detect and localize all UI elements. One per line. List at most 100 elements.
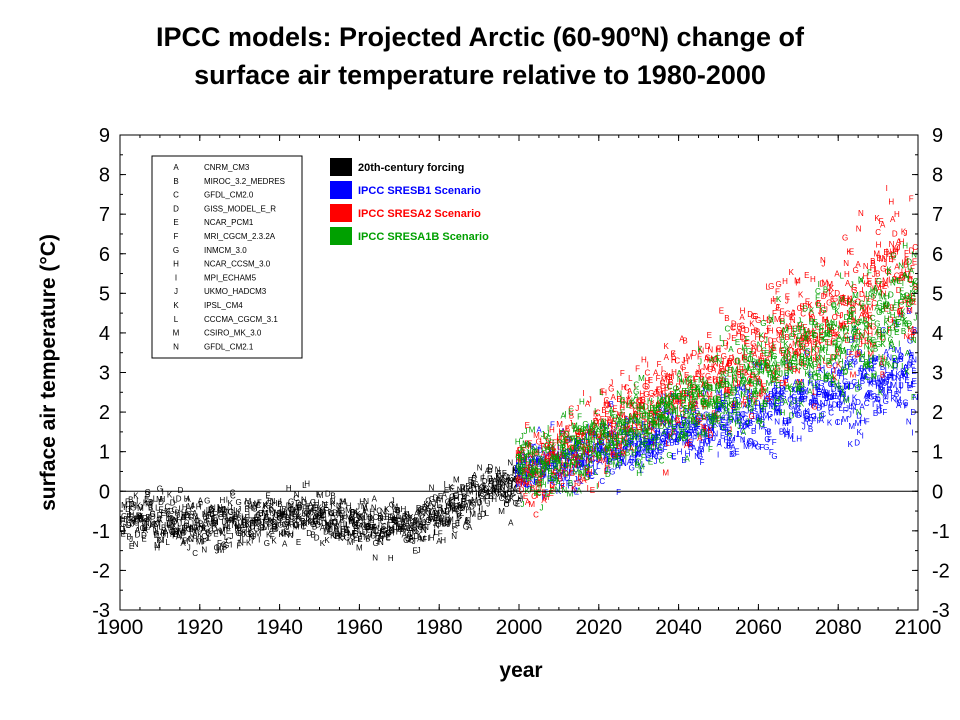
scatter-point: I [358,535,360,544]
scatter-point: E [707,331,712,340]
scatter-point: J [391,496,395,505]
y-tick-label-left: 2 [99,402,110,424]
scatter-point: A [310,517,316,526]
scatter-point: F [410,521,415,530]
model-legend-name: UKMO_HADCM3 [204,287,267,296]
scatter-point: I [214,521,216,530]
scatter-point: F [340,525,345,534]
x-tick-label: 2040 [655,616,702,639]
scatter-point: D [390,512,396,521]
scatter-point: N [378,538,384,547]
scatter-point: F [304,509,309,518]
scatter-point: I [237,518,239,527]
scatter-point: D [567,447,573,456]
scatter-point: G [266,499,272,508]
scatter-point: H [198,523,204,532]
scatter-point: I [596,482,598,491]
scatter-point: F [362,518,367,527]
scatter-point: L [218,504,223,513]
scatter-point: M [529,425,536,434]
scatter-point: A [286,521,292,530]
scatter-point: N [858,209,864,218]
scatter-point: D [181,513,187,522]
scatter-point: M [388,525,395,534]
scatter-point: J [294,521,298,530]
scatter-point: H [282,510,288,519]
model-legend-name: CNRM_CM3 [204,163,250,172]
y-tick-label-left: -2 [92,560,110,582]
scatter-point: A [414,509,420,518]
scatter-point: I [371,530,373,539]
scatter-point: H [316,511,322,520]
scatter-point: J [605,465,609,474]
scatter-point: C [142,514,148,523]
scatter-point: F [202,538,207,547]
scatter-point: A [228,515,234,524]
scatter-point: K [307,518,313,527]
scatter-point: M [428,515,435,524]
scatter-point: J [242,530,246,539]
scatter-point: D [294,508,300,517]
scatter-point: H [876,240,882,249]
scatter-point: L [241,513,246,522]
scatter-point: I [402,514,404,523]
scatter-point: E [385,513,390,522]
scatter-point: N [301,495,307,504]
scatter-point: A [229,516,235,525]
scatter-point: G [393,517,399,526]
scatter-point: J [127,508,131,517]
scatter-point: E [568,407,573,416]
scatter-point: E [129,513,134,522]
scatter-point: I [697,431,699,440]
scatter-point: J [206,528,210,537]
scatter-point: K [220,529,226,538]
scatter-point: C [381,522,387,531]
scatter-point: H [142,518,148,527]
scatter-point: E [396,522,401,531]
scatter-point: L [224,533,229,542]
scatter-point: D [301,498,307,507]
scatter-point: I [406,524,408,533]
scatter-point: G [370,532,376,541]
scatter-point: E [205,514,210,523]
scatter-point: B [193,531,198,540]
scatter-point: I [233,506,235,515]
scatter-point: J [261,523,265,532]
scatter-point: M [336,529,343,538]
scatter-point: C [401,523,407,532]
scatter-point: G [314,510,320,519]
scatter-point: C [197,524,203,533]
scatter-point: N [430,515,436,524]
scatter-point: N [198,523,204,532]
scatter-point: G [727,429,733,438]
scatter-point: B [277,500,282,509]
scatter-point: M [339,498,346,507]
scatter-point: G [820,306,826,315]
scatter-point: N [378,514,384,523]
scatter-point: H [292,510,298,519]
scatter-point: I [123,503,125,512]
y-tick-label-right: 6 [932,244,943,266]
scatter-point: E [648,458,653,467]
scatter-point: K [133,491,139,500]
scatter-point: A [269,527,275,536]
scatter-point: I [444,480,446,489]
scatter-point: G [157,485,163,494]
scatter-point: D [315,521,321,530]
scatter-point: I [280,497,282,506]
scatter-point: I [418,508,420,517]
scatter-point: A [408,534,414,543]
scatter-point: N [153,526,159,535]
scatter-point: B [297,501,302,510]
scatter-point: H [286,484,292,493]
scatter-point: K [236,507,242,516]
scatter-point: F [865,418,870,427]
scatter-point: B [221,510,226,519]
scatter-point: E [412,547,417,556]
scatter-point: K [809,306,815,315]
scatter-point: D [314,534,320,543]
scatter-point: A [176,533,182,542]
scatter-point: G [228,508,234,517]
scatter-point: L [230,504,235,513]
scenario-legend-swatch [330,227,352,245]
